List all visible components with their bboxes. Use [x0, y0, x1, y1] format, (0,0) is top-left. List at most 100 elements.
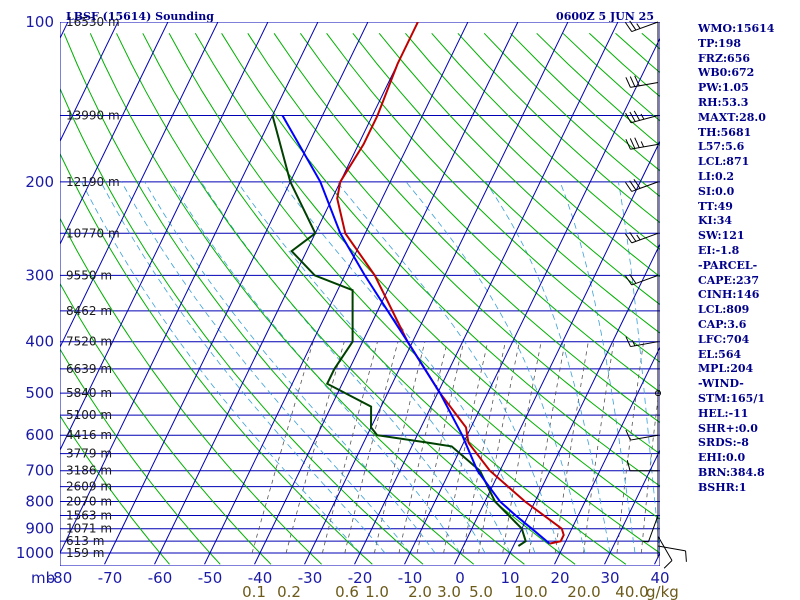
dry-adiabat	[142, 33, 627, 565]
height-label: 7520 m	[66, 335, 112, 349]
height-label: 13990 m	[66, 109, 120, 123]
dry-adiabat	[405, 32, 660, 278]
wind-barb-flag	[629, 180, 637, 191]
temperature-tick-label: -80	[48, 569, 73, 587]
height-label: 1563 m	[66, 509, 112, 523]
index-value: PW:1.05	[698, 81, 749, 95]
index-value: LCL:809	[698, 303, 750, 317]
sounding-traces	[271, 22, 565, 547]
mixing-ratio-line	[641, 379, 660, 554]
wind-barb-shaft	[631, 21, 659, 33]
wind-barb-flag	[629, 274, 637, 284]
pressure-tick-label: 500	[25, 384, 54, 402]
moist-adiabat	[405, 181, 586, 554]
index-value: LFC:704	[698, 332, 750, 346]
mixing-ratio-label: 2.0	[408, 583, 432, 600]
mixing-ratio-label: 3.0	[437, 583, 461, 600]
height-label: 8462 m	[66, 304, 112, 318]
wind-barb-flag	[633, 179, 641, 189]
wind-barb-flag	[625, 275, 633, 286]
mixing-ratio-line	[478, 341, 520, 554]
wind-barb-flag	[626, 459, 631, 471]
wind-barb-flag	[633, 110, 641, 121]
wind-barb-flag	[663, 560, 673, 569]
wind-barb-flag	[629, 111, 636, 122]
dry-adiabat	[60, 87, 424, 565]
dry-adiabat	[378, 32, 660, 306]
mixing-ratio-label: 5.0	[469, 583, 493, 600]
temperature-tick-label: -20	[348, 569, 373, 587]
mixing-ratio-line	[443, 341, 489, 554]
moist-adiabat	[81, 181, 361, 554]
wind-barb-shaft	[630, 143, 659, 150]
parcel-trace	[281, 115, 551, 545]
wind-barb-flag	[629, 76, 636, 87]
isotherm-line	[60, 22, 269, 452]
wind-barb-flag	[629, 20, 637, 31]
index-value: FRZ:656	[698, 51, 751, 65]
isotherm-line	[304, 22, 569, 565]
index-value: TP:198	[698, 36, 742, 50]
index-value: BRN:384.8	[698, 465, 765, 479]
height-label: 2609 m	[66, 480, 112, 494]
mixing-ratio-line	[416, 341, 465, 554]
mixing-ratio-label: 10.0	[514, 583, 547, 600]
mixing-ratio-label: 20.0	[567, 583, 600, 600]
wind-barb-shaft	[631, 232, 659, 244]
index-value: MPL:204	[698, 362, 754, 376]
index-value: BSHR:1	[698, 480, 747, 494]
temperature-tick-label: -30	[298, 569, 323, 587]
height-label: 3186 m	[66, 464, 112, 478]
wind-barb-flag	[625, 429, 631, 441]
height-label: 10770 m	[66, 226, 120, 240]
index-value: STM:165/1	[698, 391, 765, 405]
dry-adiabat	[273, 33, 660, 424]
height-label: 2070 m	[66, 495, 112, 509]
wind-barb-flag	[642, 540, 649, 543]
index-value: MAXT:28.0	[698, 110, 766, 124]
index-value: CAPE:237	[698, 273, 759, 287]
index-value: -WIND-	[698, 377, 744, 391]
dry-adiabat	[431, 32, 660, 251]
moist-adiabat	[170, 181, 461, 554]
wind-barb-flag	[629, 138, 636, 149]
wind-barb-flag	[640, 113, 645, 120]
dry-adiabat	[194, 33, 660, 520]
mixing-ratio-line	[374, 341, 426, 554]
height-label: 4416 m	[66, 428, 112, 442]
index-value: L57:5.6	[698, 140, 745, 154]
dry-adiabat	[116, 33, 576, 565]
index-value: LCL:871	[698, 155, 750, 169]
index-value: CAP:3.6	[698, 317, 747, 331]
pressure-tick-label: 300	[25, 266, 54, 284]
moist-adiabat	[618, 181, 660, 554]
isotherm-line	[60, 22, 169, 246]
height-label: 16530 m	[66, 15, 120, 29]
index-value: RH:53.3	[698, 95, 749, 109]
pressure-tick-label: 400	[25, 333, 54, 351]
index-value: CINH:146	[698, 288, 760, 302]
mixing-ratio-label: 0.1	[242, 583, 266, 600]
isotherm-line	[0, 10, 24, 564]
wind-barb-shaft	[657, 536, 673, 561]
isotherm-line	[60, 22, 319, 555]
height-label: 5100 m	[66, 408, 112, 422]
dry-adiabat	[60, 217, 322, 565]
moist-adiabat	[336, 181, 561, 554]
wind-barb-flag	[636, 23, 641, 29]
mixing-ratio-label: 40.0	[615, 583, 648, 600]
index-value: SI:0.0	[698, 184, 735, 198]
height-label: 1071 m	[66, 522, 112, 536]
index-value: SHR+:0.0	[698, 421, 758, 435]
index-value: HEL:-11	[698, 406, 749, 420]
isotherm-line	[60, 22, 119, 143]
wind-barb-flag	[625, 112, 632, 123]
wind-barb-shaft	[630, 434, 659, 441]
index-value: -PARCEL-	[698, 258, 758, 272]
wind-barb-flag	[625, 22, 633, 32]
pressure-tick-label: 1000	[16, 544, 54, 562]
mixing-ratio-line	[322, 341, 378, 554]
temperature-tick-label: 30	[600, 569, 619, 587]
wind-barb-shaft	[631, 274, 659, 286]
